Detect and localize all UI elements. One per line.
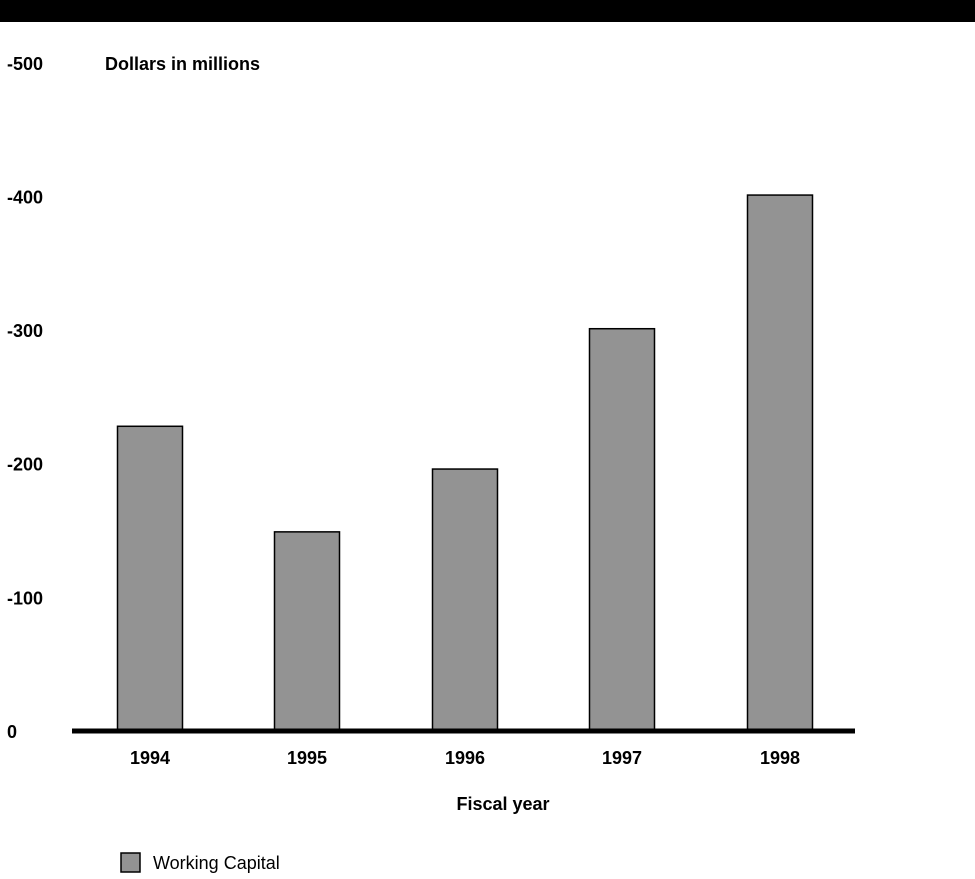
y-tick-label: -400: [7, 187, 43, 207]
bars: [116, 194, 814, 732]
bar-1995: [273, 531, 341, 732]
y-tick-label: 0: [7, 722, 17, 742]
bar-1996: [431, 468, 499, 732]
bar-1997: [588, 327, 656, 732]
x-tick-label: 1997: [602, 748, 642, 768]
x-tick-label: 1998: [760, 748, 800, 768]
x-axis-ticks: 1994 1995 1996 1997 1998: [130, 748, 800, 768]
x-axis-title: Fiscal year: [456, 794, 549, 814]
y-tick-label: -200: [7, 455, 43, 475]
header-bar: [0, 0, 975, 22]
y-axis-ticks: 0 -100 -200 -300 -400 -500: [7, 54, 43, 742]
legend-label: Working Capital: [153, 853, 280, 873]
y-tick-label: -500: [7, 54, 43, 74]
legend-swatch: [120, 852, 141, 873]
x-tick-label: 1994: [130, 748, 170, 768]
unit-label: Dollars in millions: [105, 54, 260, 74]
x-tick-label: 1995: [287, 748, 327, 768]
y-tick-label: -100: [7, 588, 43, 608]
y-tick-label: -300: [7, 321, 43, 341]
x-tick-label: 1996: [445, 748, 485, 768]
bar-1994: [116, 425, 184, 732]
legend: Working Capital: [120, 852, 280, 873]
bar-1998: [746, 194, 814, 732]
